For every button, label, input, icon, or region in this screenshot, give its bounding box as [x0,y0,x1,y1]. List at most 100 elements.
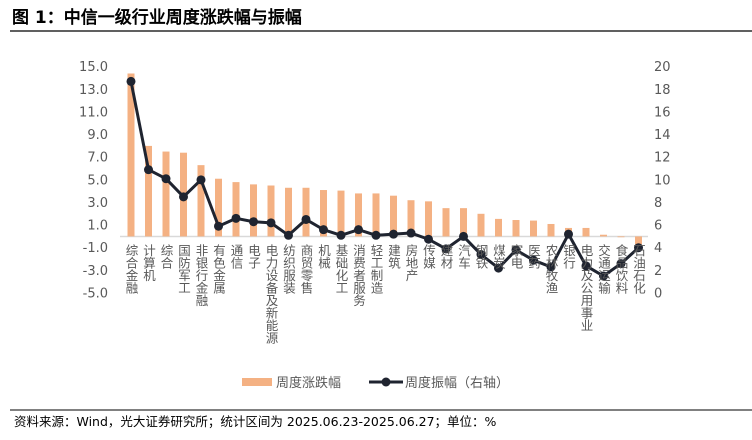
line-point [126,76,136,86]
category-label: 汽车 [456,243,471,270]
line-point [529,255,538,265]
category-label: 煤炭 [491,244,506,270]
line-point [476,250,486,260]
line-point [214,221,223,231]
legend-line-marker [381,377,391,387]
legend-bar-label: 周度涨跌幅 [276,375,341,391]
bar [372,193,380,237]
bar-series [127,73,642,245]
line-point [599,271,608,281]
bar [635,236,642,245]
category-label: 房地产 [404,243,419,282]
category-label: 交通运输 [596,243,611,295]
line-point [546,262,556,272]
bar [302,187,310,237]
category-label: 家电 [509,243,524,269]
line-point [494,263,503,273]
bar [442,208,450,237]
line-point [634,243,643,253]
bar [460,208,467,237]
category-label: 商贸零售 [299,243,314,294]
right-tick-label: 16 [654,105,671,120]
left-tick-label: 13.0 [79,83,108,98]
line-point [564,229,573,239]
bar [407,200,415,237]
line-point [441,244,451,254]
legend-bar-swatch [242,378,272,386]
line-point [389,229,398,239]
bar [337,190,345,237]
category-label: 食品饮料 [614,243,629,294]
line-path [129,81,640,278]
left-tick-label: 15.0 [79,60,108,75]
line-point [581,261,591,271]
bar [127,73,135,237]
category-label: 综合 [159,244,174,269]
right-tick-label: 10 [654,173,671,188]
line-point [161,174,171,184]
bar [162,151,170,237]
left-axis: 15.0 13.0 11.0 9.0 7.0 5.0 3.0 1.0 -1.0 -3.0 -5.0 [79,60,108,301]
line-point [319,225,328,235]
bar [250,184,257,237]
category-label: 计算机 [141,244,156,282]
line-point [406,228,416,238]
line-point [179,192,188,202]
bar [547,223,555,237]
bar [617,236,625,238]
line-point [249,217,258,227]
right-tick-label: 12 [654,151,671,166]
category-label: 电子 [246,244,261,269]
line-point [144,165,153,175]
left-tick-label: 1.0 [87,219,108,234]
left-tick-label: 5.0 [87,173,108,188]
chart-title: 图 1：中信一级行业周度涨跌幅与振幅 [12,7,302,28]
category-label: 电力及公用事业 [579,244,594,332]
bar [145,145,152,237]
bar [285,187,292,237]
right-tick-label: 18 [654,83,671,98]
line-point [231,213,241,223]
category-label: 基础化工 [334,244,349,294]
bar [390,195,397,237]
category-label: 钢铁 [474,244,489,269]
bar [477,213,485,237]
left-tick-label: 11.0 [79,105,108,120]
bar [495,218,502,237]
category-label: 建材 [439,244,454,269]
line-point [459,231,468,241]
line-point [336,230,346,240]
category-label: 纺织服装 [281,244,296,295]
bar [320,190,327,237]
bar [267,185,275,237]
category-label: 机械 [316,244,331,269]
left-tick-label: 9.0 [87,128,108,143]
category-label: 银行 [561,244,576,270]
bar [215,178,222,237]
category-label: 电力设备及新能源 [264,244,279,345]
right-tick-label: 4 [654,241,662,256]
bar [355,193,362,237]
bar [600,234,607,237]
category-label: 有色金属 [211,244,226,295]
line-point [616,259,626,269]
source-note: 资料来源：Wind，光大证券研究所；统计区间为 2025.06.23-2025.… [14,414,497,429]
line-point [354,225,363,235]
line-point [196,175,206,185]
category-label: 医药 [526,244,541,269]
right-tick-label: 2 [654,264,662,279]
left-tick-label: -1.0 [83,241,108,256]
category-label: 非银行金融 [194,244,209,307]
right-tick-label: 14 [654,128,671,143]
left-tick-label: 3.0 [87,196,108,211]
line-point [301,214,311,224]
right-tick-label: 6 [654,219,662,234]
line-series [126,76,643,281]
right-tick-label: 8 [654,196,662,211]
bar [232,182,240,237]
category-label: 轻工制造 [369,244,384,294]
bar [197,165,205,237]
left-tick-label: -5.0 [83,287,108,302]
